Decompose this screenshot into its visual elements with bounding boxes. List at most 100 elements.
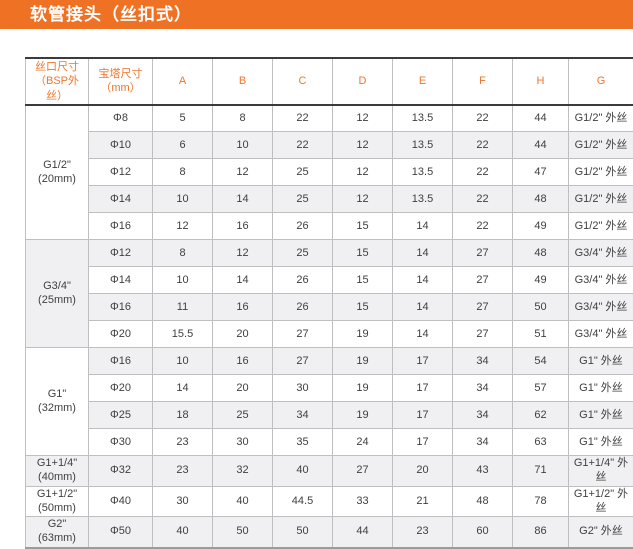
value-cell: 63 xyxy=(513,429,569,456)
value-cell: 44 xyxy=(333,517,393,548)
thread-spec-cell: G3/4" 外丝 xyxy=(569,321,633,348)
pagoda-size-cell: Φ12 xyxy=(89,240,153,267)
value-cell: 22 xyxy=(453,186,513,213)
pagoda-size-cell: Φ30 xyxy=(89,429,153,456)
value-cell: 48 xyxy=(453,486,513,517)
value-cell: 10 xyxy=(153,186,213,213)
pagoda-size-cell: Φ20 xyxy=(89,375,153,402)
value-cell: 22 xyxy=(273,105,333,132)
title-bar: 软管接头（丝扣式） xyxy=(0,0,633,29)
value-cell: 27 xyxy=(453,321,513,348)
value-cell: 12 xyxy=(333,105,393,132)
column-header: G xyxy=(569,58,633,105)
value-cell: 15 xyxy=(333,294,393,321)
value-cell: 16 xyxy=(213,348,273,375)
column-header: C xyxy=(273,58,333,105)
value-cell: 13.5 xyxy=(393,159,453,186)
column-header: 丝口尺寸（BSP外丝） xyxy=(26,58,89,105)
column-header: H xyxy=(513,58,569,105)
value-cell: 16 xyxy=(213,213,273,240)
value-cell: 26 xyxy=(273,213,333,240)
value-cell: 47 xyxy=(513,159,569,186)
thread-spec-cell: G1+1/4" 外丝 xyxy=(569,456,633,487)
column-header: 宝塔尺寸（mm） xyxy=(89,58,153,105)
value-cell: 12 xyxy=(333,132,393,159)
value-cell: 71 xyxy=(513,456,569,487)
value-cell: 15 xyxy=(333,240,393,267)
value-cell: 34 xyxy=(273,402,333,429)
value-cell: 19 xyxy=(333,402,393,429)
value-cell: 19 xyxy=(333,321,393,348)
thread-spec-cell: G1/2" 外丝 xyxy=(569,132,633,159)
value-cell: 62 xyxy=(513,402,569,429)
thread-spec-cell: G1" 外丝 xyxy=(569,429,633,456)
value-cell: 17 xyxy=(393,429,453,456)
value-cell: 57 xyxy=(513,375,569,402)
pagoda-size-cell: Φ14 xyxy=(89,267,153,294)
value-cell: 14 xyxy=(213,267,273,294)
value-cell: 34 xyxy=(453,429,513,456)
value-cell: 78 xyxy=(513,486,569,517)
value-cell: 8 xyxy=(153,240,213,267)
value-cell: 22 xyxy=(453,213,513,240)
value-cell: 17 xyxy=(393,348,453,375)
value-cell: 13.5 xyxy=(393,186,453,213)
value-cell: 10 xyxy=(213,132,273,159)
pagoda-size-cell: Φ14 xyxy=(89,186,153,213)
value-cell: 27 xyxy=(453,267,513,294)
value-cell: 30 xyxy=(153,486,213,517)
value-cell: 12 xyxy=(213,240,273,267)
value-cell: 30 xyxy=(213,429,273,456)
value-cell: 27 xyxy=(453,240,513,267)
value-cell: 27 xyxy=(273,348,333,375)
value-cell: 15.5 xyxy=(153,321,213,348)
thread-spec-cell: G1/2" 外丝 xyxy=(569,213,633,240)
thread-spec-cell: G1" 外丝 xyxy=(569,375,633,402)
thread-spec-cell: G3/4" 外丝 xyxy=(569,294,633,321)
value-cell: 14 xyxy=(393,240,453,267)
value-cell: 16 xyxy=(213,294,273,321)
value-cell: 21 xyxy=(393,486,453,517)
value-cell: 25 xyxy=(273,159,333,186)
value-cell: 48 xyxy=(513,186,569,213)
thread-size-group-label: G3/4"(25mm) xyxy=(26,240,89,348)
page-title: 软管接头（丝扣式） xyxy=(30,6,192,23)
value-cell: 20 xyxy=(393,456,453,487)
pagoda-size-cell: Φ10 xyxy=(89,132,153,159)
value-cell: 30 xyxy=(273,375,333,402)
value-cell: 18 xyxy=(153,402,213,429)
value-cell: 27 xyxy=(453,294,513,321)
value-cell: 10 xyxy=(153,267,213,294)
value-cell: 14 xyxy=(393,267,453,294)
value-cell: 24 xyxy=(333,429,393,456)
value-cell: 34 xyxy=(453,348,513,375)
value-cell: 49 xyxy=(513,213,569,240)
thread-spec-cell: G1" 外丝 xyxy=(569,402,633,429)
value-cell: 54 xyxy=(513,348,569,375)
value-cell: 35 xyxy=(273,429,333,456)
value-cell: 40 xyxy=(213,486,273,517)
value-cell: 13.5 xyxy=(393,132,453,159)
value-cell: 32 xyxy=(213,456,273,487)
value-cell: 50 xyxy=(513,294,569,321)
column-header: F xyxy=(453,58,513,105)
value-cell: 17 xyxy=(393,402,453,429)
pagoda-size-cell: Φ12 xyxy=(89,159,153,186)
value-cell: 60 xyxy=(453,517,513,548)
thread-size-group-label: G1/2"(20mm) xyxy=(26,105,89,240)
column-header: B xyxy=(213,58,273,105)
thread-spec-cell: G1/2" 外丝 xyxy=(569,105,633,132)
pagoda-size-cell: Φ50 xyxy=(89,517,153,548)
pagoda-size-cell: Φ25 xyxy=(89,402,153,429)
thread-spec-cell: G3/4" 外丝 xyxy=(569,240,633,267)
